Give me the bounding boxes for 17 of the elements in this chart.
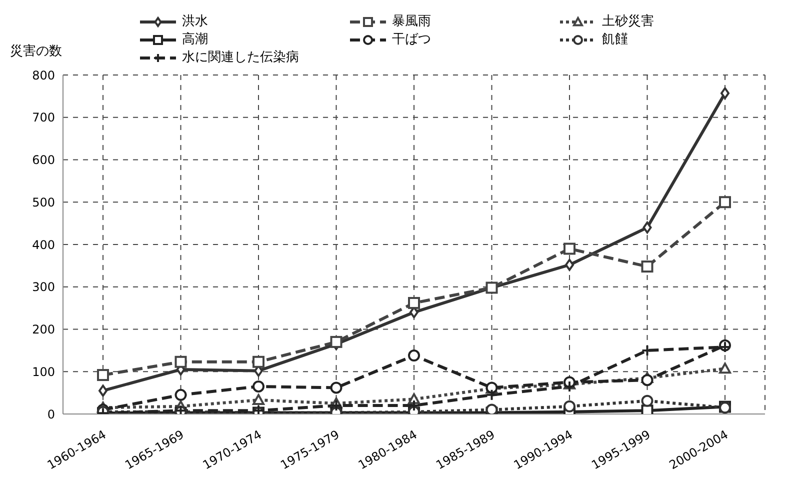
y-tick-label: 100 xyxy=(32,364,55,379)
legend-label: 洪水 xyxy=(182,13,208,31)
legend-label: 土砂災害 xyxy=(602,13,654,31)
legend-label: 水に関連した伝染病 xyxy=(182,49,299,67)
y-tick-label: 0 xyxy=(47,407,55,422)
legend-label: 暴風雨 xyxy=(392,13,431,31)
y-tick-label: 800 xyxy=(32,68,55,82)
legend-label: 干ばつ xyxy=(392,31,431,49)
y-axis-title: 災害の数 xyxy=(10,43,62,60)
legend-label: 高潮 xyxy=(182,31,208,49)
y-tick-label: 400 xyxy=(32,238,55,252)
y-tick-label: 300 xyxy=(32,280,55,294)
y-tick-label: 500 xyxy=(32,195,55,210)
y-tick-label: 600 xyxy=(32,153,55,168)
legend-label: 飢饉 xyxy=(602,31,628,49)
y-tick-label: 700 xyxy=(32,110,55,125)
y-tick-label: 200 xyxy=(32,322,55,337)
